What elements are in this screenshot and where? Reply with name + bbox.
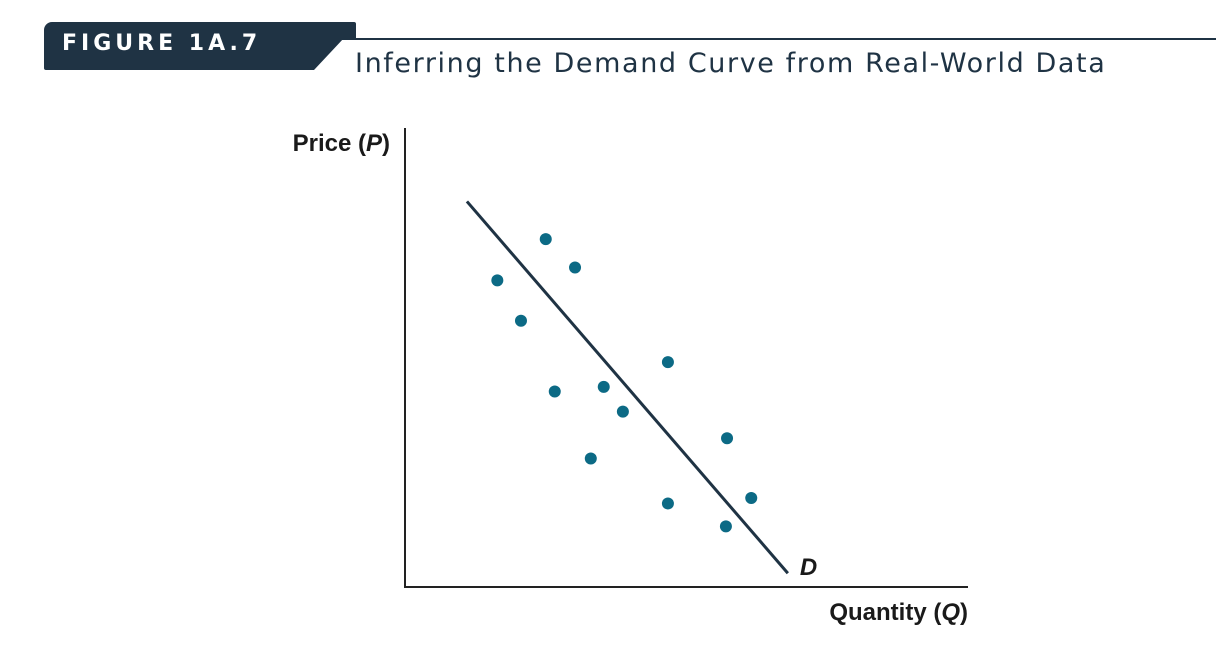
- demand-curve-line: [465, 200, 789, 575]
- data-point: [745, 491, 758, 504]
- data-point: [661, 497, 674, 510]
- data-point: [721, 432, 734, 445]
- data-point: [584, 452, 597, 465]
- x-axis-label-text: Quantity (: [829, 599, 941, 626]
- data-point: [597, 380, 610, 393]
- x-axis-label-var: Q: [941, 599, 960, 626]
- data-point: [569, 261, 582, 274]
- demand-curve-label: D: [800, 554, 817, 581]
- figure-tab: [44, 22, 356, 70]
- data-points: [491, 233, 758, 533]
- data-point: [661, 356, 674, 369]
- y-axis-label: Price (P): [293, 130, 390, 157]
- x-axis-label-close: ): [960, 599, 968, 626]
- data-point: [491, 274, 504, 287]
- data-point: [514, 314, 527, 327]
- figure-label: FIGURE 1A.7: [62, 31, 262, 56]
- data-point: [616, 405, 629, 418]
- data-point: [548, 385, 561, 398]
- y-axis-label-close: ): [382, 130, 390, 157]
- data-point: [719, 520, 732, 533]
- x-axis-label: Quantity (Q): [829, 599, 968, 626]
- figure-title: Inferring the Demand Curve from Real-Wor…: [355, 48, 1107, 79]
- header-rule: [300, 38, 1216, 40]
- y-axis-label-var: P: [366, 130, 383, 157]
- y-axis-label-text: Price (: [293, 130, 366, 157]
- data-point: [539, 233, 552, 246]
